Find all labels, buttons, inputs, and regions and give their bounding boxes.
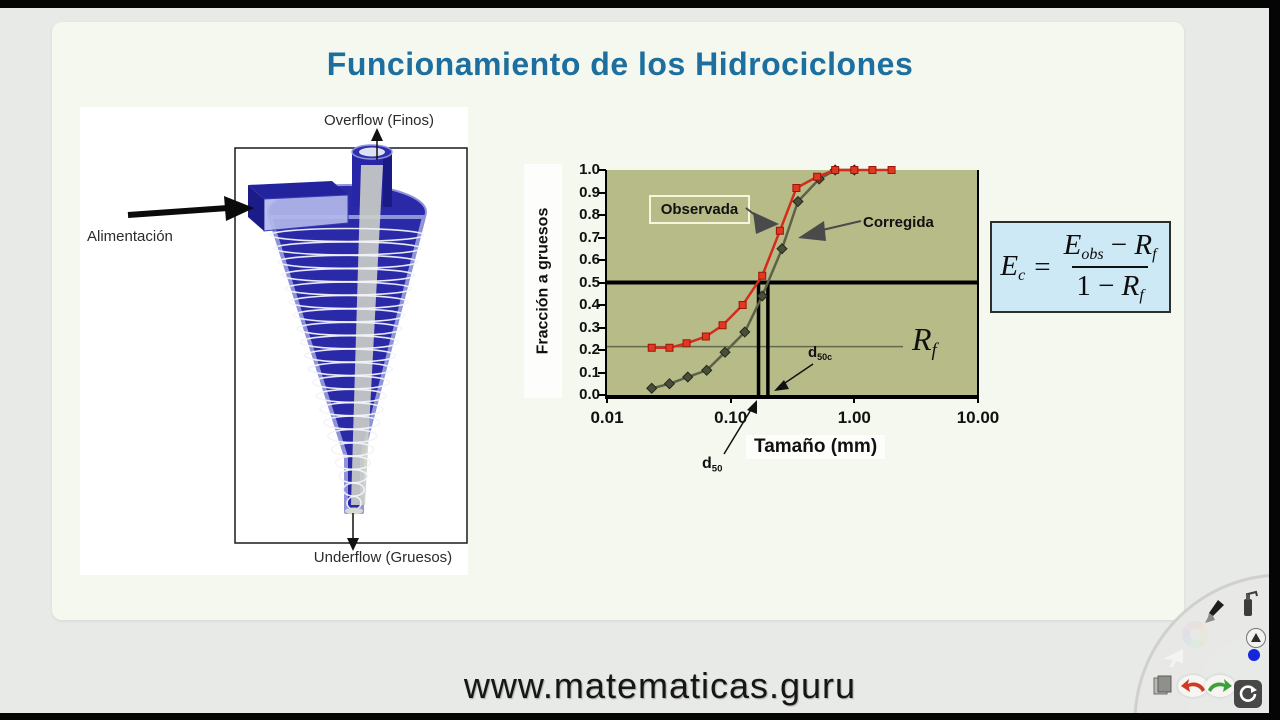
redo-arrow [1208,679,1232,692]
y-tick: 0.7 [579,228,600,246]
plot-right-border [977,170,979,399]
underflow-label: Underflow (Gruesos) [313,549,453,566]
x-tick: 10.00 [956,408,1000,427]
x-axis-title: Tamaño (mm) [746,435,886,459]
y-tick: 0.8 [579,206,600,223]
redo-button[interactable] [1205,675,1235,697]
y-tick: 0.6 [579,251,600,268]
y-tick: 1.0 [579,161,600,178]
overflow-label: Overflow (Finos) [323,112,435,129]
partition-curves [607,164,977,395]
watermark: www.matematicas.guru [463,665,857,706]
y-tick: 0.2 [579,341,600,358]
x-axis-line [605,395,979,399]
y-axis-title-strip: Fracción a gruesos [524,164,562,398]
rf-label: Rf [912,321,937,361]
y-tick: 0.4 [579,296,600,313]
y-tick: 0.9 [579,183,600,201]
efficiency-formula: Ec = Eobs − Rf 1 − Rf [990,221,1171,313]
undo-arrow [1181,679,1205,692]
y-tick: 0.3 [579,318,600,336]
y-tick: 0.1 [579,363,600,381]
y-tick: 0.5 [579,273,600,291]
formula-fraction: Eobs − Rf 1 − Rf [1063,229,1157,304]
observada-callout: Observada [649,195,750,224]
feed-label: Alimentación [87,228,173,245]
info-badge-icon[interactable] [1246,628,1266,648]
spray-tool-icon[interactable] [1236,590,1260,618]
status-dot [1248,649,1260,661]
letterbox-top [0,0,1280,8]
refresh-button[interactable] [1234,680,1262,708]
y-axis-line [605,170,607,399]
letterbox-bottom [0,713,1280,720]
hydrocyclone-illustration [234,144,468,544]
x-tick: 0.10 [714,408,748,427]
vortex-spiral [269,227,425,511]
d50-label: d50 [702,455,723,475]
undo-button[interactable] [1178,675,1208,697]
x-tick: 0.01 [590,408,624,427]
slide-title: Funcionamiento de los Hidrociclones [326,46,914,82]
corregida-callout: Corregida [863,214,934,231]
y-tick: 0.0 [579,386,600,403]
y-axis-title: Fracción a gruesos [534,207,551,355]
x-tick: 1.00 [837,408,871,427]
d50c-label: d50c [808,344,833,363]
pages-icon[interactable] [1150,673,1174,697]
pen-icon[interactable] [1203,599,1229,627]
letterbox-right [1269,0,1280,720]
cyclone-cone [268,215,426,514]
cursor-icon[interactable] [1161,647,1185,669]
